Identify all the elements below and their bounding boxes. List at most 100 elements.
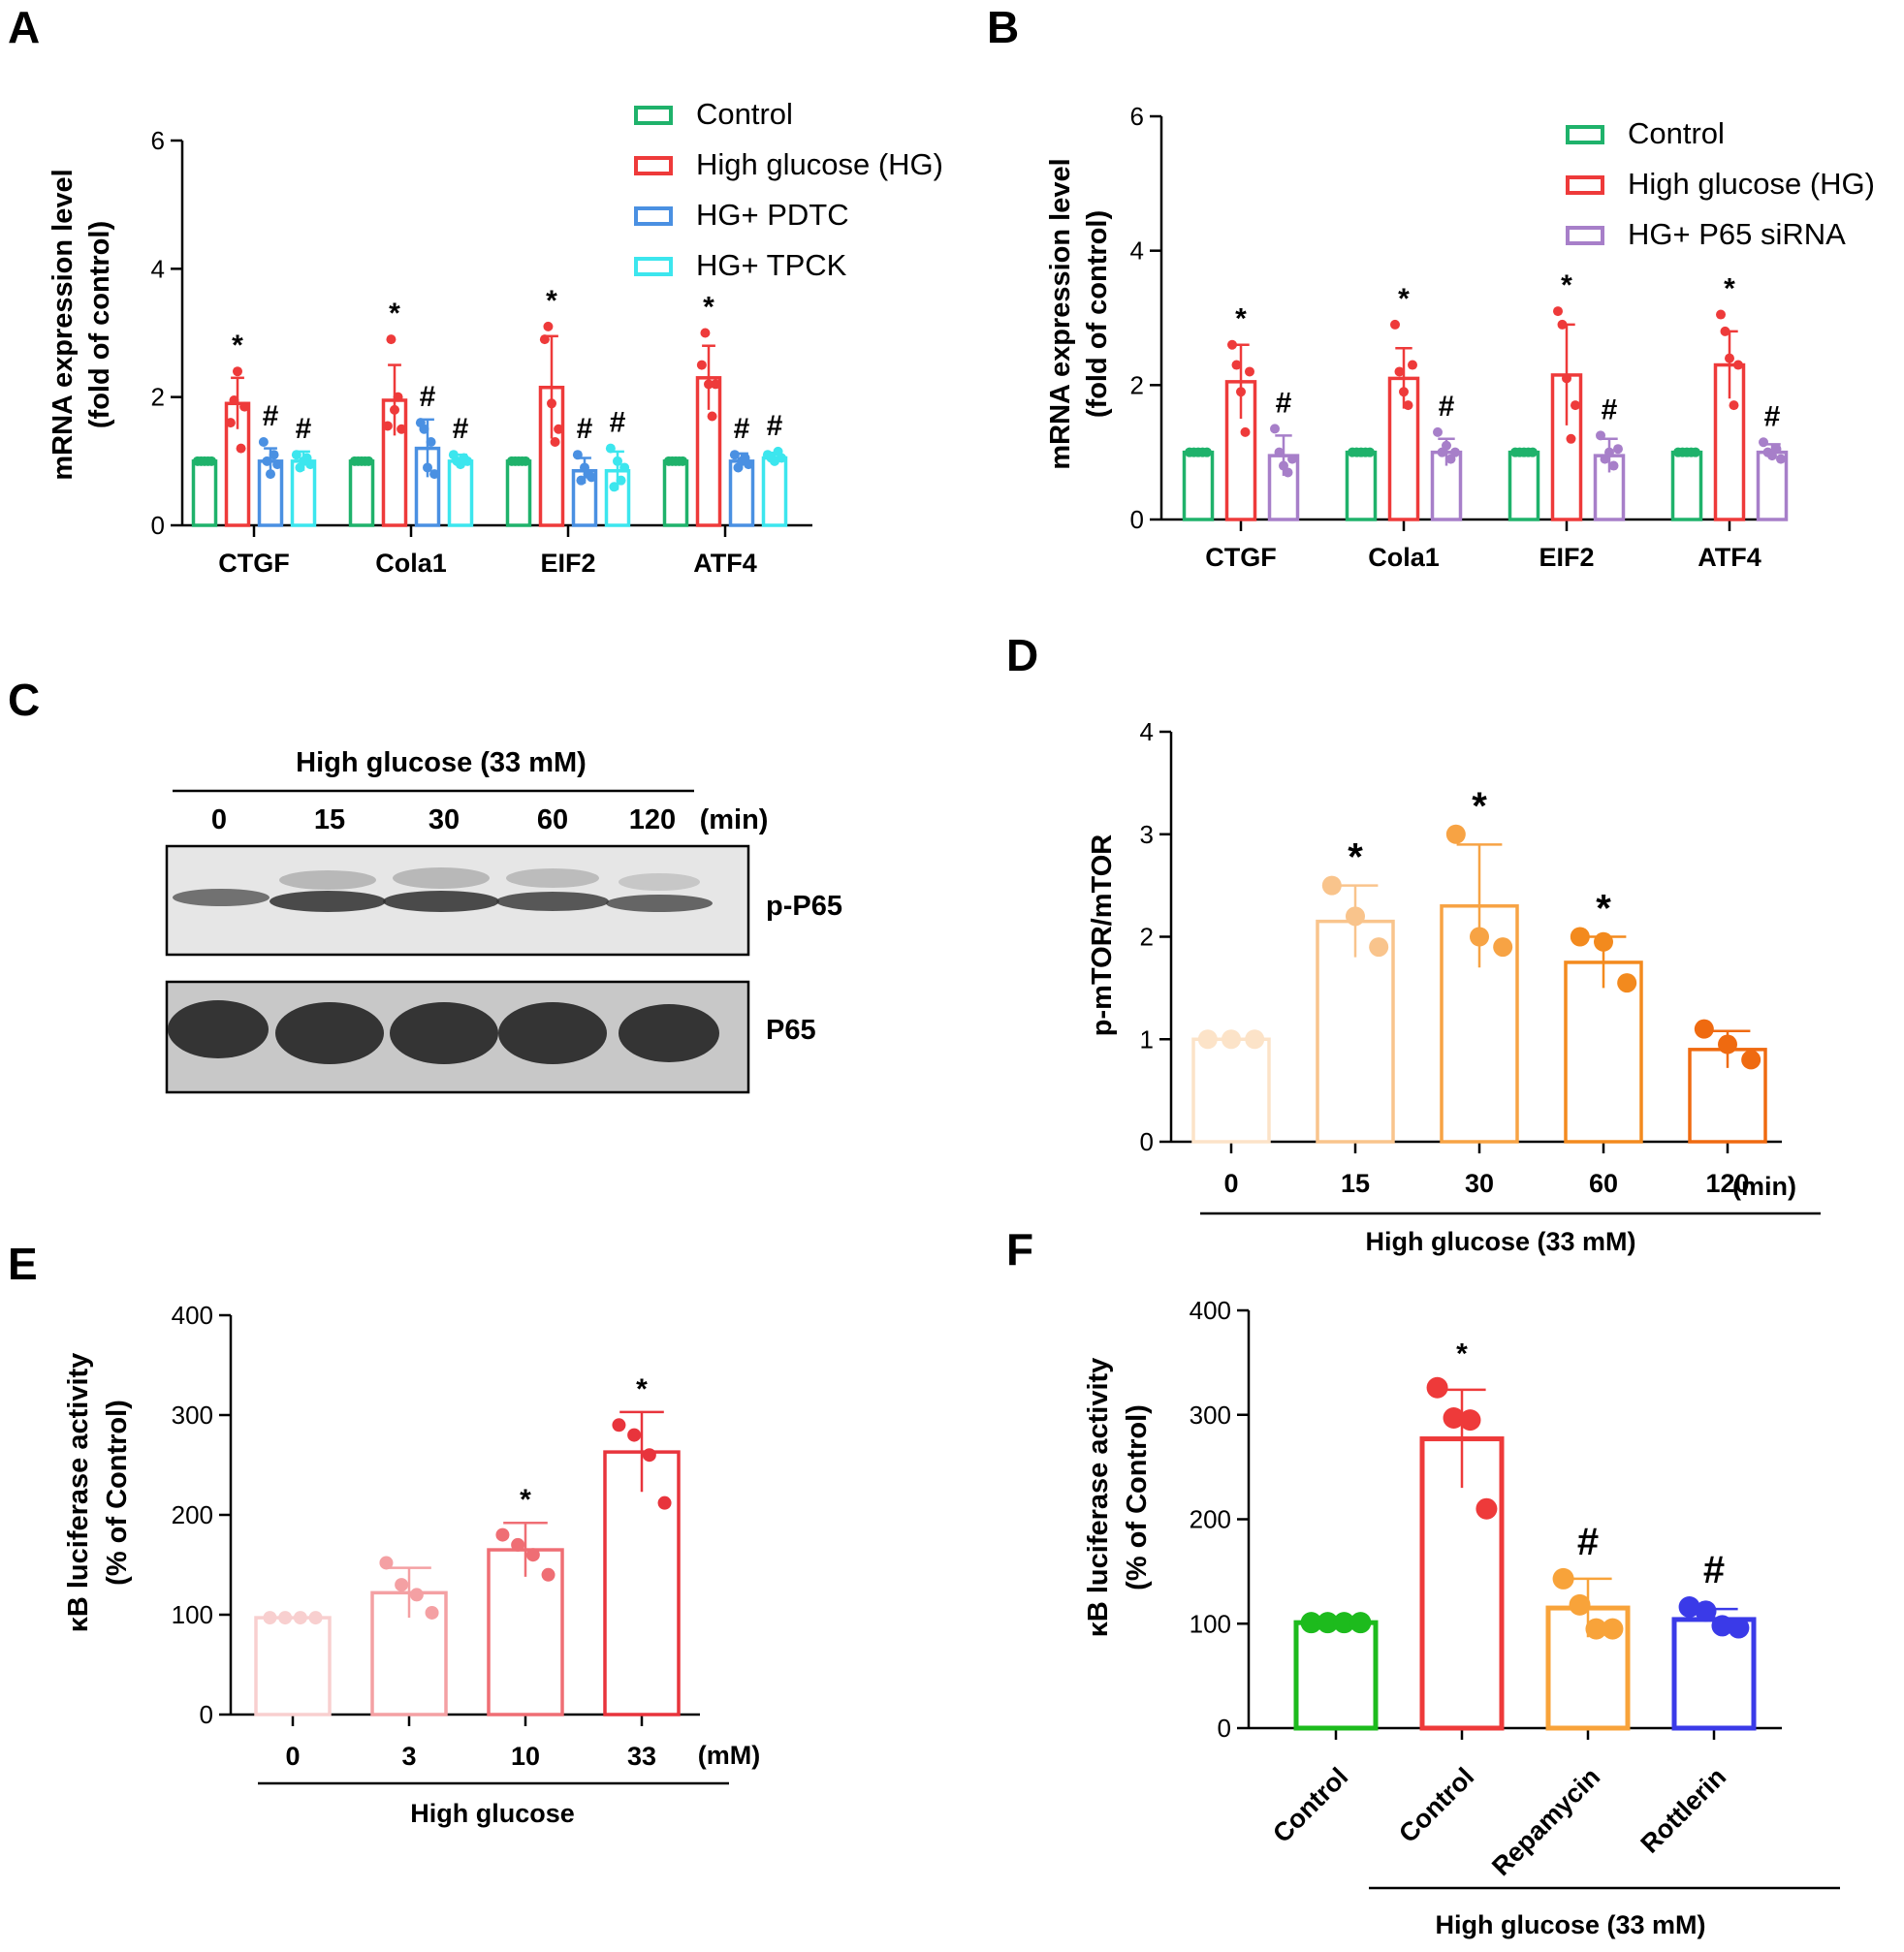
f-x-tick-label: Control <box>1267 1762 1353 1848</box>
b-ctgf-s1-point <box>1227 339 1238 350</box>
e-bar-3-point <box>642 1448 656 1463</box>
p-p65-band-15 <box>270 891 386 912</box>
f-bar-2-point <box>1569 1593 1591 1616</box>
b-eif2-s2-point <box>1612 444 1623 455</box>
a-legend-swatch <box>634 106 673 125</box>
b-x-tick-label: ATF4 <box>1698 543 1761 572</box>
b-cola1-s2-point <box>1433 426 1444 437</box>
b-eif2-s0-point <box>1527 447 1538 457</box>
a-legend-label: High glucose (HG) <box>696 147 943 181</box>
e-bar-3-point <box>612 1418 626 1433</box>
d-bar-1-point <box>1321 875 1342 896</box>
d-treatment-label: High glucose (33 mM) <box>1365 1227 1635 1256</box>
b-eif2-s1-point <box>1570 400 1580 411</box>
b-cola1-s1-point <box>1394 366 1405 377</box>
panel-label-e: E <box>8 1239 38 1289</box>
b-cola1-s1-significance: * <box>1398 283 1410 315</box>
a-eif2-s1-significance: * <box>546 285 557 317</box>
e-y-tick-label: 300 <box>172 1401 213 1430</box>
p65-band-30 <box>390 1002 498 1064</box>
a-ctgf-s3-significance: # <box>296 413 312 445</box>
p-p65-band-60 <box>496 892 609 911</box>
f-bar-0-point <box>1317 1612 1339 1634</box>
panel-c-blot: High glucose (33 mM) 0 15 30 60 120 (min… <box>165 747 842 1094</box>
e-bar-2-point <box>525 1548 540 1562</box>
b-ctgf-s2-point <box>1274 447 1285 457</box>
a-cola1-s3-point <box>462 456 473 466</box>
f-ylabel-line2: (% of Control) <box>1122 1404 1153 1590</box>
d-x-tick-label: 30 <box>1465 1169 1494 1198</box>
d-bar-0-point <box>1222 1029 1241 1050</box>
a-ctgf-s2-point <box>258 436 269 447</box>
b-eif2-s1-point <box>1557 319 1568 330</box>
a-atf4-s1-point <box>707 411 717 422</box>
p65-band-15 <box>275 1002 384 1064</box>
f-bar-0-point <box>1333 1612 1355 1634</box>
b-legend-label: HG+ P65 siRNA <box>1628 217 1846 251</box>
p65-band-0 <box>168 1000 269 1058</box>
a-cola1-s0-bar <box>348 459 375 527</box>
a-ctgf-s1-point <box>229 394 239 405</box>
e-ylabel-line1: κB luciferase activity <box>63 1353 94 1633</box>
b-eif2-s2-point <box>1604 447 1614 457</box>
b-eif2-s0-bar <box>1507 450 1540 521</box>
d-bar-4-point <box>1741 1050 1761 1070</box>
b-cola1-s1-point <box>1403 400 1413 411</box>
e-x-tick-label: 33 <box>627 1742 656 1771</box>
d-bar-1-significance: * <box>1348 836 1363 879</box>
a-atf4-s1-significance: * <box>703 292 714 324</box>
b-ctgf-s1-point <box>1231 360 1242 370</box>
f-bar-3-point <box>1711 1615 1733 1637</box>
a-eif2-s0-bar <box>505 459 532 527</box>
a-cola1-s1-point <box>397 424 407 434</box>
a-y-tick-label: 0 <box>151 511 165 540</box>
b-atf4-s2-point <box>1759 437 1769 448</box>
b-y-tick-label: 0 <box>1130 505 1144 534</box>
band-label-p65: P65 <box>766 1015 816 1046</box>
b-atf4-s1-point <box>1725 353 1734 363</box>
f-bar-3-point <box>1678 1596 1700 1619</box>
b-atf4-s1-point <box>1716 309 1727 320</box>
c-unit: (min) <box>700 804 769 835</box>
f-bar-2-point <box>1585 1618 1607 1640</box>
panel-label-c: C <box>8 675 40 725</box>
f-bar-1-point <box>1426 1376 1448 1399</box>
a-x-tick-label: Cola1 <box>375 549 447 578</box>
a-eif2-s2-point <box>572 450 583 460</box>
a-y-tick-label: 4 <box>151 254 165 283</box>
a-eif2-s2-significance: # <box>577 413 593 445</box>
f-bar-1-point <box>1476 1497 1498 1520</box>
f-bar-2-point <box>1552 1567 1574 1590</box>
panel-label-d: D <box>1006 630 1038 680</box>
a-cola1-s2-point <box>426 436 436 447</box>
d-bar-2-point <box>1445 824 1466 844</box>
e-bar-2-point <box>541 1567 555 1582</box>
d-bar-1-point <box>1346 906 1365 927</box>
f-bar-0-bar <box>1293 1620 1379 1731</box>
d-bar-0-bar <box>1191 1037 1271 1144</box>
f-bar-2-point <box>1602 1618 1624 1640</box>
d-x-tick-label: 15 <box>1341 1169 1370 1198</box>
b-x-tick-label: CTGF <box>1205 543 1277 572</box>
a-legend-swatch <box>634 206 673 226</box>
a-atf4-s1-point <box>696 360 707 370</box>
e-bar-1-point <box>379 1556 394 1570</box>
a-cola1-s2-significance: # <box>420 381 436 413</box>
a-atf4-s1-point <box>704 379 714 390</box>
f-bar-3-significance: # <box>1703 1549 1725 1591</box>
b-ctgf-s1-point <box>1236 387 1246 397</box>
f-ylabel-line1: κB luciferase activity <box>1083 1358 1114 1638</box>
e-treatment-label: High glucose <box>410 1799 575 1828</box>
b-x-tick-label: EIF2 <box>1539 543 1594 572</box>
d-x-tick-label: 0 <box>1223 1169 1238 1198</box>
c-lane-0: 0 <box>211 804 227 835</box>
e-bar-0-point <box>293 1611 307 1625</box>
b-eif2-s1-point <box>1566 433 1576 444</box>
b-legend-label: Control <box>1628 116 1725 150</box>
a-cola1-s1-point <box>386 334 397 345</box>
e-bar-0-point <box>263 1611 277 1625</box>
a-atf4-s1-point <box>700 328 711 338</box>
chart-f: 0 100 200 300 400 Control Control * Repamycin # Ro… <box>1190 1296 1782 1881</box>
a-ctgf-s2-significance: # <box>263 400 279 432</box>
d-bar-0-point <box>1197 1029 1218 1050</box>
